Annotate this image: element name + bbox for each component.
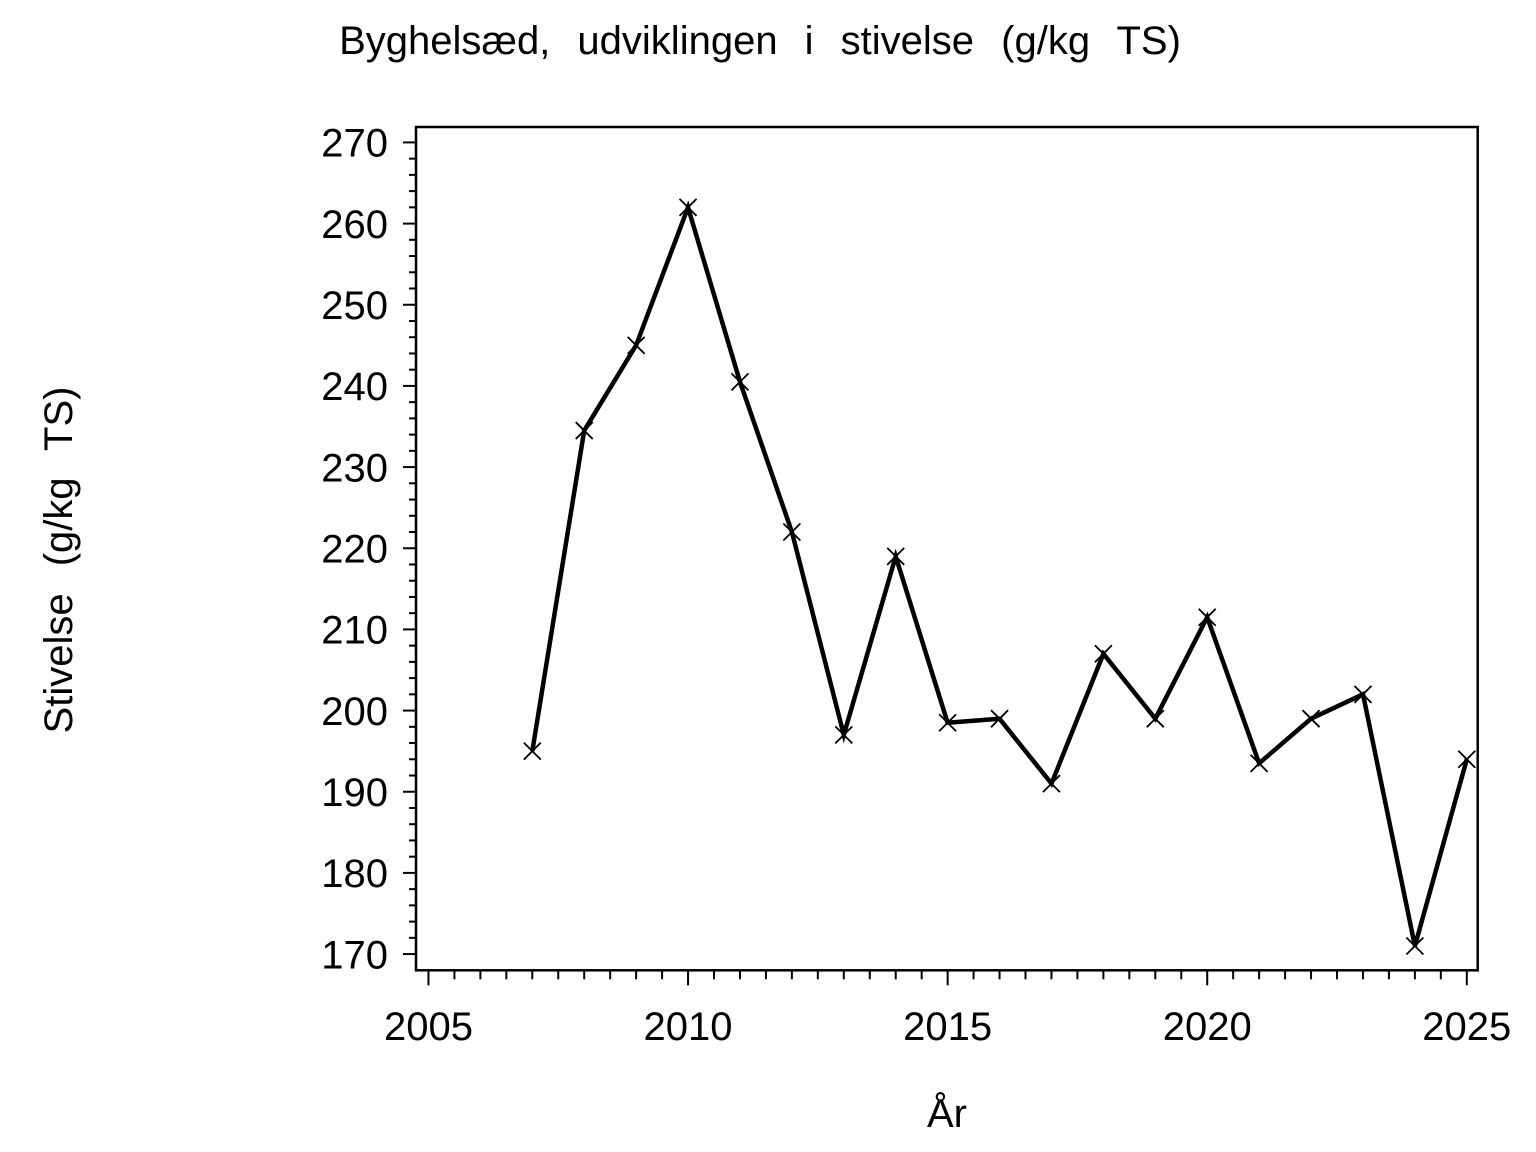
x-axis-tick-labels: 2005 2010 2015 2020 2025 <box>384 1005 1511 1049</box>
x-marker <box>1042 774 1061 793</box>
y-tick-label: 180 <box>321 852 388 896</box>
data-markers <box>523 198 1476 956</box>
y-tick-label: 260 <box>321 203 388 247</box>
x-marker <box>523 742 542 761</box>
x-marker <box>626 336 646 355</box>
y-tick-label: 220 <box>321 528 388 572</box>
x-marker <box>678 198 698 217</box>
x-axis-ticks <box>427 970 1468 986</box>
x-marker <box>1353 685 1373 704</box>
x-tick-label: 2015 <box>903 1005 992 1049</box>
x-marker <box>575 421 594 440</box>
y-tick-label: 230 <box>321 446 388 490</box>
y-tick-label: 200 <box>321 690 388 734</box>
x-marker <box>1457 750 1476 769</box>
x-marker <box>1301 709 1321 728</box>
x-tick-label: 2025 <box>1422 1005 1511 1049</box>
x-marker <box>730 372 750 391</box>
x-marker <box>886 547 905 566</box>
series-line <box>530 200 1469 947</box>
y-axis-ticks <box>403 141 416 956</box>
chart-title: Byghelsæd, udviklingen i stivelse (g/kg … <box>339 19 1181 63</box>
y-tick-label: 210 <box>321 609 388 653</box>
plot-frame <box>414 125 1479 972</box>
y-tick-label: 270 <box>321 122 388 166</box>
x-tick-label: 2005 <box>384 1005 473 1049</box>
x-marker <box>1094 644 1113 663</box>
x-marker <box>1146 709 1165 728</box>
x-marker <box>938 713 957 732</box>
y-axis-label: Stivelse (g/kg TS) <box>37 387 81 734</box>
y-axis-tick-labels: 170 180 190 200 210 220 230 240 250 260 270 <box>321 122 388 978</box>
x-marker <box>1198 608 1217 627</box>
x-axis-label: År <box>927 1091 967 1136</box>
data-series <box>530 200 1469 947</box>
x-marker <box>1405 936 1425 956</box>
x-marker <box>782 522 802 542</box>
y-tick-label: 170 <box>321 933 388 977</box>
y-tick-label: 240 <box>321 365 388 409</box>
x-marker <box>834 725 853 745</box>
x-marker <box>1249 754 1269 773</box>
x-tick-label: 2010 <box>644 1005 733 1049</box>
y-tick-label: 250 <box>321 284 388 328</box>
y-tick-label: 190 <box>321 771 388 815</box>
x-tick-label: 2020 <box>1163 1005 1252 1049</box>
x-marker <box>990 709 1009 728</box>
